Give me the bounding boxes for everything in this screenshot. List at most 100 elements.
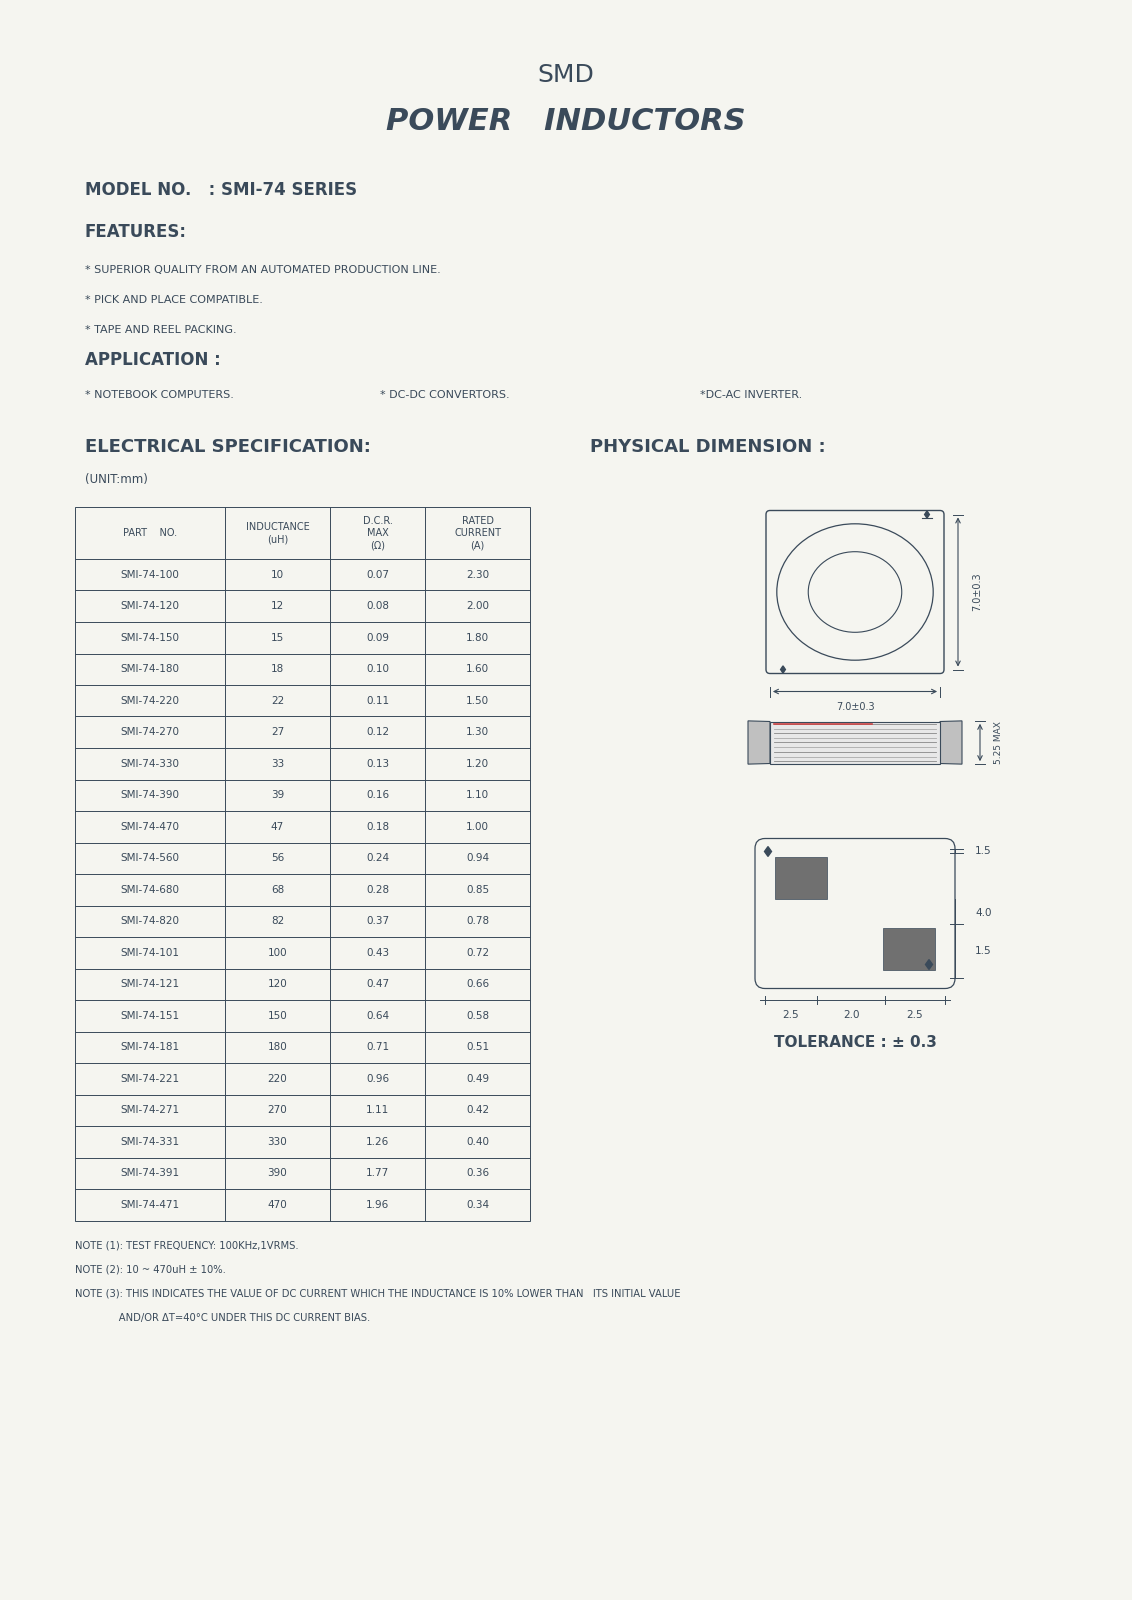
Bar <box>770 722 940 763</box>
Text: 270: 270 <box>267 1106 288 1115</box>
Text: SMI-74-220: SMI-74-220 <box>120 696 180 706</box>
Text: 27: 27 <box>271 728 284 738</box>
Text: SMI-74-680: SMI-74-680 <box>120 885 180 894</box>
Bar <box>883 928 935 971</box>
Text: 0.64: 0.64 <box>366 1011 389 1021</box>
Text: D.C.R.
MAX
(Ω): D.C.R. MAX (Ω) <box>362 515 393 550</box>
Text: 0.24: 0.24 <box>366 853 389 864</box>
Text: 0.08: 0.08 <box>366 602 389 611</box>
Text: SMI-74-271: SMI-74-271 <box>120 1106 180 1115</box>
Text: FEATURES:: FEATURES: <box>85 222 187 242</box>
Text: 0.16: 0.16 <box>366 790 389 800</box>
Text: SMI-74-391: SMI-74-391 <box>120 1168 180 1178</box>
Text: 39: 39 <box>271 790 284 800</box>
Text: 100: 100 <box>267 947 288 958</box>
Text: POWER   INDUCTORS: POWER INDUCTORS <box>386 107 746 136</box>
Text: 15: 15 <box>271 632 284 643</box>
Text: SMI-74-560: SMI-74-560 <box>120 853 180 864</box>
Text: 1.5: 1.5 <box>975 947 992 957</box>
Text: 0.09: 0.09 <box>366 632 389 643</box>
Text: 7.0±0.3: 7.0±0.3 <box>835 701 874 712</box>
Text: 0.85: 0.85 <box>466 885 489 894</box>
Text: MODEL NO.   : SMI-74 SERIES: MODEL NO. : SMI-74 SERIES <box>85 181 357 198</box>
Text: SMI-74-221: SMI-74-221 <box>120 1074 180 1083</box>
Text: 220: 220 <box>267 1074 288 1083</box>
Text: SMI-74-150: SMI-74-150 <box>120 632 180 643</box>
Text: SMI-74-120: SMI-74-120 <box>120 602 180 611</box>
Text: 68: 68 <box>271 885 284 894</box>
Text: 0.66: 0.66 <box>466 979 489 989</box>
Text: SMI-74-331: SMI-74-331 <box>120 1136 180 1147</box>
Text: 0.43: 0.43 <box>366 947 389 958</box>
Text: 1.80: 1.80 <box>466 632 489 643</box>
Text: 56: 56 <box>271 853 284 864</box>
Text: * NOTEBOOK COMPUTERS.: * NOTEBOOK COMPUTERS. <box>85 390 234 400</box>
Text: SMI-74-181: SMI-74-181 <box>120 1042 180 1053</box>
Text: APPLICATION :: APPLICATION : <box>85 350 221 370</box>
Text: AND/OR ΔT=40°C UNDER THIS DC CURRENT BIAS.: AND/OR ΔT=40°C UNDER THIS DC CURRENT BIA… <box>75 1312 370 1323</box>
Text: 0.10: 0.10 <box>366 664 389 674</box>
Text: INDUCTANCE
(uH): INDUCTANCE (uH) <box>246 522 309 544</box>
Text: 1.50: 1.50 <box>466 696 489 706</box>
Polygon shape <box>926 960 933 970</box>
Text: 2.5: 2.5 <box>907 1011 924 1021</box>
Text: 0.94: 0.94 <box>466 853 489 864</box>
Text: 1.10: 1.10 <box>466 790 489 800</box>
Text: 150: 150 <box>267 1011 288 1021</box>
Text: 47: 47 <box>271 822 284 832</box>
Text: SMD: SMD <box>538 62 594 86</box>
Text: 7.0±0.3: 7.0±0.3 <box>972 573 981 611</box>
Text: 0.12: 0.12 <box>366 728 389 738</box>
Text: SMI-74-820: SMI-74-820 <box>120 917 180 926</box>
Text: PHYSICAL DIMENSION :: PHYSICAL DIMENSION : <box>590 438 825 456</box>
Text: PART    NO.: PART NO. <box>123 528 177 538</box>
Text: SMI-74-270: SMI-74-270 <box>120 728 180 738</box>
Polygon shape <box>925 510 929 518</box>
Polygon shape <box>781 666 786 674</box>
Text: 470: 470 <box>267 1200 288 1210</box>
Text: 1.60: 1.60 <box>466 664 489 674</box>
Text: SMI-74-330: SMI-74-330 <box>120 758 180 768</box>
Text: 1.00: 1.00 <box>466 822 489 832</box>
Text: 0.72: 0.72 <box>466 947 489 958</box>
Text: 0.42: 0.42 <box>466 1106 489 1115</box>
Text: 1.20: 1.20 <box>466 758 489 768</box>
Text: * DC-DC CONVERTORS.: * DC-DC CONVERTORS. <box>380 390 509 400</box>
Text: 1.5: 1.5 <box>975 845 992 856</box>
Text: 82: 82 <box>271 917 284 926</box>
Text: RATED
CURRENT
(A): RATED CURRENT (A) <box>454 515 501 550</box>
Text: * SUPERIOR QUALITY FROM AN AUTOMATED PRODUCTION LINE.: * SUPERIOR QUALITY FROM AN AUTOMATED PRO… <box>85 266 440 275</box>
Text: 1.96: 1.96 <box>366 1200 389 1210</box>
Text: *DC-AC INVERTER.: *DC-AC INVERTER. <box>700 390 803 400</box>
Text: 2.5: 2.5 <box>782 1011 799 1021</box>
Text: 33: 33 <box>271 758 284 768</box>
Text: 2.30: 2.30 <box>466 570 489 579</box>
Text: ELECTRICAL SPECIFICATION:: ELECTRICAL SPECIFICATION: <box>85 438 371 456</box>
Text: 2.00: 2.00 <box>466 602 489 611</box>
Text: 330: 330 <box>267 1136 288 1147</box>
Text: 0.37: 0.37 <box>366 917 389 926</box>
Text: 0.47: 0.47 <box>366 979 389 989</box>
Text: 18: 18 <box>271 664 284 674</box>
Text: 1.30: 1.30 <box>466 728 489 738</box>
Text: * TAPE AND REEL PACKING.: * TAPE AND REEL PACKING. <box>85 325 237 334</box>
Text: * PICK AND PLACE COMPATIBLE.: * PICK AND PLACE COMPATIBLE. <box>85 294 263 306</box>
Text: 1.77: 1.77 <box>366 1168 389 1178</box>
Text: SMI-74-100: SMI-74-100 <box>121 570 180 579</box>
Text: 0.40: 0.40 <box>466 1136 489 1147</box>
Text: SMI-74-390: SMI-74-390 <box>120 790 180 800</box>
Text: SMI-74-471: SMI-74-471 <box>120 1200 180 1210</box>
Text: 0.49: 0.49 <box>466 1074 489 1083</box>
Text: 0.34: 0.34 <box>466 1200 489 1210</box>
Text: SMI-74-101: SMI-74-101 <box>120 947 180 958</box>
Polygon shape <box>764 846 772 856</box>
Bar <box>75 507 530 1221</box>
Text: SMI-74-151: SMI-74-151 <box>120 1011 180 1021</box>
Text: SMI-74-470: SMI-74-470 <box>120 822 180 832</box>
Text: NOTE (1): TEST FREQUENCY: 100KHz,1VRMS.: NOTE (1): TEST FREQUENCY: 100KHz,1VRMS. <box>75 1240 299 1251</box>
Text: (UNIT:mm): (UNIT:mm) <box>85 474 148 486</box>
Text: 12: 12 <box>271 602 284 611</box>
Text: 0.71: 0.71 <box>366 1042 389 1053</box>
Text: 0.58: 0.58 <box>466 1011 489 1021</box>
Text: 0.51: 0.51 <box>466 1042 489 1053</box>
